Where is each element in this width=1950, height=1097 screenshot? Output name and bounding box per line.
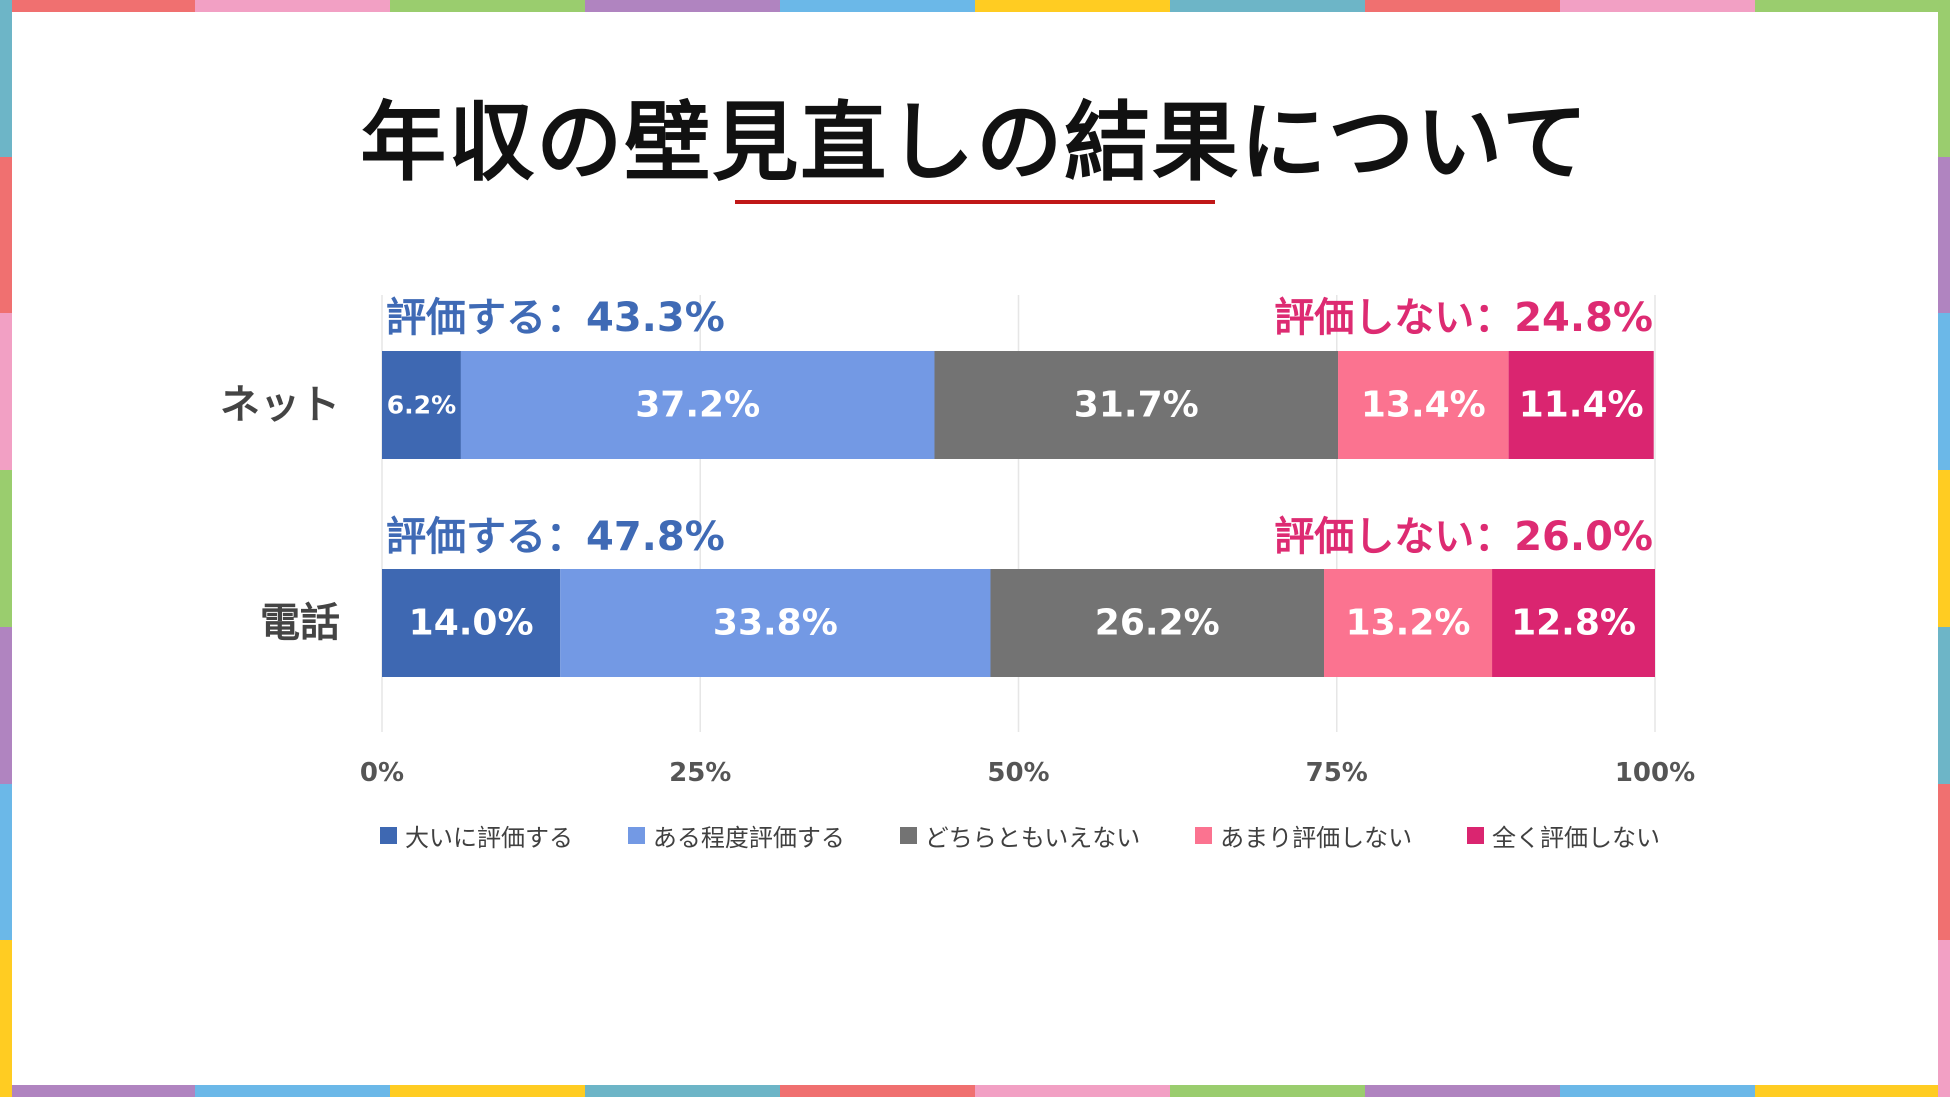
bar-segment bbox=[560, 569, 991, 677]
frame-segment bbox=[1170, 0, 1365, 12]
frame-segment bbox=[585, 0, 780, 12]
frame-segment bbox=[1755, 1085, 1950, 1097]
frame-segment bbox=[0, 156, 12, 314]
frame-segment bbox=[1938, 783, 1950, 941]
frame-segment bbox=[0, 940, 12, 1097]
page-title: 年収の壁見直しの結果について bbox=[360, 93, 1590, 193]
frame-segment bbox=[975, 1085, 1170, 1097]
frame-segment bbox=[0, 313, 12, 471]
data-label: 26.2% bbox=[1095, 603, 1220, 644]
bar-segment bbox=[1338, 351, 1509, 459]
data-label: 33.8% bbox=[713, 603, 838, 644]
legend-label: 全く評価しない bbox=[1491, 824, 1660, 852]
not-evaluate-total-label: 評価しない：24.8% bbox=[1274, 295, 1653, 341]
legend-swatch bbox=[1195, 827, 1213, 844]
category-label: ネット bbox=[220, 382, 340, 428]
bar-segment bbox=[460, 351, 935, 459]
frame-segment bbox=[390, 0, 585, 12]
legend-item: 大いに評価する bbox=[380, 818, 573, 853]
frame-segment bbox=[0, 1085, 195, 1097]
frame-segment bbox=[975, 0, 1170, 12]
frame-segment bbox=[1938, 940, 1950, 1097]
not-evaluate-total-label: 評価しない：26.0% bbox=[1274, 514, 1653, 560]
data-label: 12.8% bbox=[1511, 603, 1636, 644]
bar-segment bbox=[382, 351, 461, 459]
frame-right bbox=[1938, 0, 1950, 1097]
data-label: 13.4% bbox=[1361, 385, 1486, 426]
bar-segment bbox=[1324, 569, 1493, 677]
evaluate-total-label: 評価する：47.8% bbox=[386, 514, 725, 560]
frame-bottom bbox=[0, 1085, 1950, 1097]
frame-segment bbox=[1938, 626, 1950, 784]
legend-label: 大いに評価する bbox=[405, 824, 573, 852]
bar-segment bbox=[382, 569, 561, 677]
x-tick-label: 100% bbox=[1615, 758, 1695, 788]
frame-segment bbox=[195, 0, 390, 12]
frame-segment bbox=[1365, 1085, 1560, 1097]
category-label: 電話 bbox=[260, 600, 340, 646]
legend-item: 全く評価しない bbox=[1466, 818, 1660, 853]
frame-segment bbox=[0, 0, 195, 12]
frame-segment bbox=[1938, 313, 1950, 471]
frame-segment bbox=[1938, 470, 1950, 627]
evaluate-total-label: 評価する：43.3% bbox=[386, 295, 725, 341]
data-label: 6.2% bbox=[387, 391, 456, 420]
frame-segment bbox=[0, 626, 12, 784]
legend-item: どちらともいえない bbox=[899, 818, 1141, 853]
x-tick-label: 25% bbox=[669, 758, 731, 788]
frame-segment bbox=[1938, 156, 1950, 314]
frame-left bbox=[0, 0, 12, 1097]
title-underline bbox=[735, 200, 1215, 204]
bar-segment bbox=[1508, 351, 1654, 459]
frame-segment bbox=[1938, 0, 1950, 157]
data-label: 37.2% bbox=[635, 385, 760, 426]
legend-label: どちらともいえない bbox=[924, 824, 1141, 852]
legend-label: あまり評価しない bbox=[1220, 824, 1413, 852]
legend-swatch bbox=[1466, 827, 1484, 844]
frame-segment bbox=[390, 1085, 585, 1097]
frame-segment bbox=[0, 0, 12, 157]
bar-segment bbox=[990, 569, 1325, 677]
frame-segment bbox=[1365, 0, 1560, 12]
frame-segment bbox=[1170, 1085, 1365, 1097]
frame-segment bbox=[0, 470, 12, 627]
data-label: 11.4% bbox=[1519, 385, 1644, 426]
frame-segment bbox=[1755, 0, 1950, 12]
legend-swatch bbox=[899, 827, 917, 844]
legend-item: ある程度評価する bbox=[627, 818, 845, 853]
chart-legend: 大いに評価する ある程度評価する どちらともいえない あまり評価しない 全く評価しない bbox=[380, 818, 1660, 853]
frame-segment bbox=[1560, 0, 1755, 12]
x-tick-label: 0% bbox=[360, 758, 404, 788]
frame-segment bbox=[780, 0, 975, 12]
frame-segment bbox=[195, 1085, 390, 1097]
bar-segment bbox=[934, 351, 1339, 459]
bar-segment bbox=[1492, 569, 1655, 677]
data-label: 14.0% bbox=[409, 603, 534, 644]
frame-segment bbox=[585, 1085, 780, 1097]
frame-segment bbox=[780, 1085, 975, 1097]
frame-segment bbox=[0, 783, 12, 941]
x-tick-label: 50% bbox=[987, 758, 1049, 788]
frame-top bbox=[0, 0, 1950, 12]
frame-segment bbox=[1560, 1085, 1755, 1097]
legend-item: あまり評価しない bbox=[1195, 818, 1412, 853]
legend-swatch bbox=[380, 827, 397, 844]
data-label: 31.7% bbox=[1074, 385, 1199, 426]
legend-label: ある程度評価する bbox=[652, 824, 845, 852]
data-label: 13.2% bbox=[1346, 603, 1471, 644]
x-tick-label: 75% bbox=[1306, 758, 1368, 788]
legend-swatch bbox=[627, 827, 645, 844]
